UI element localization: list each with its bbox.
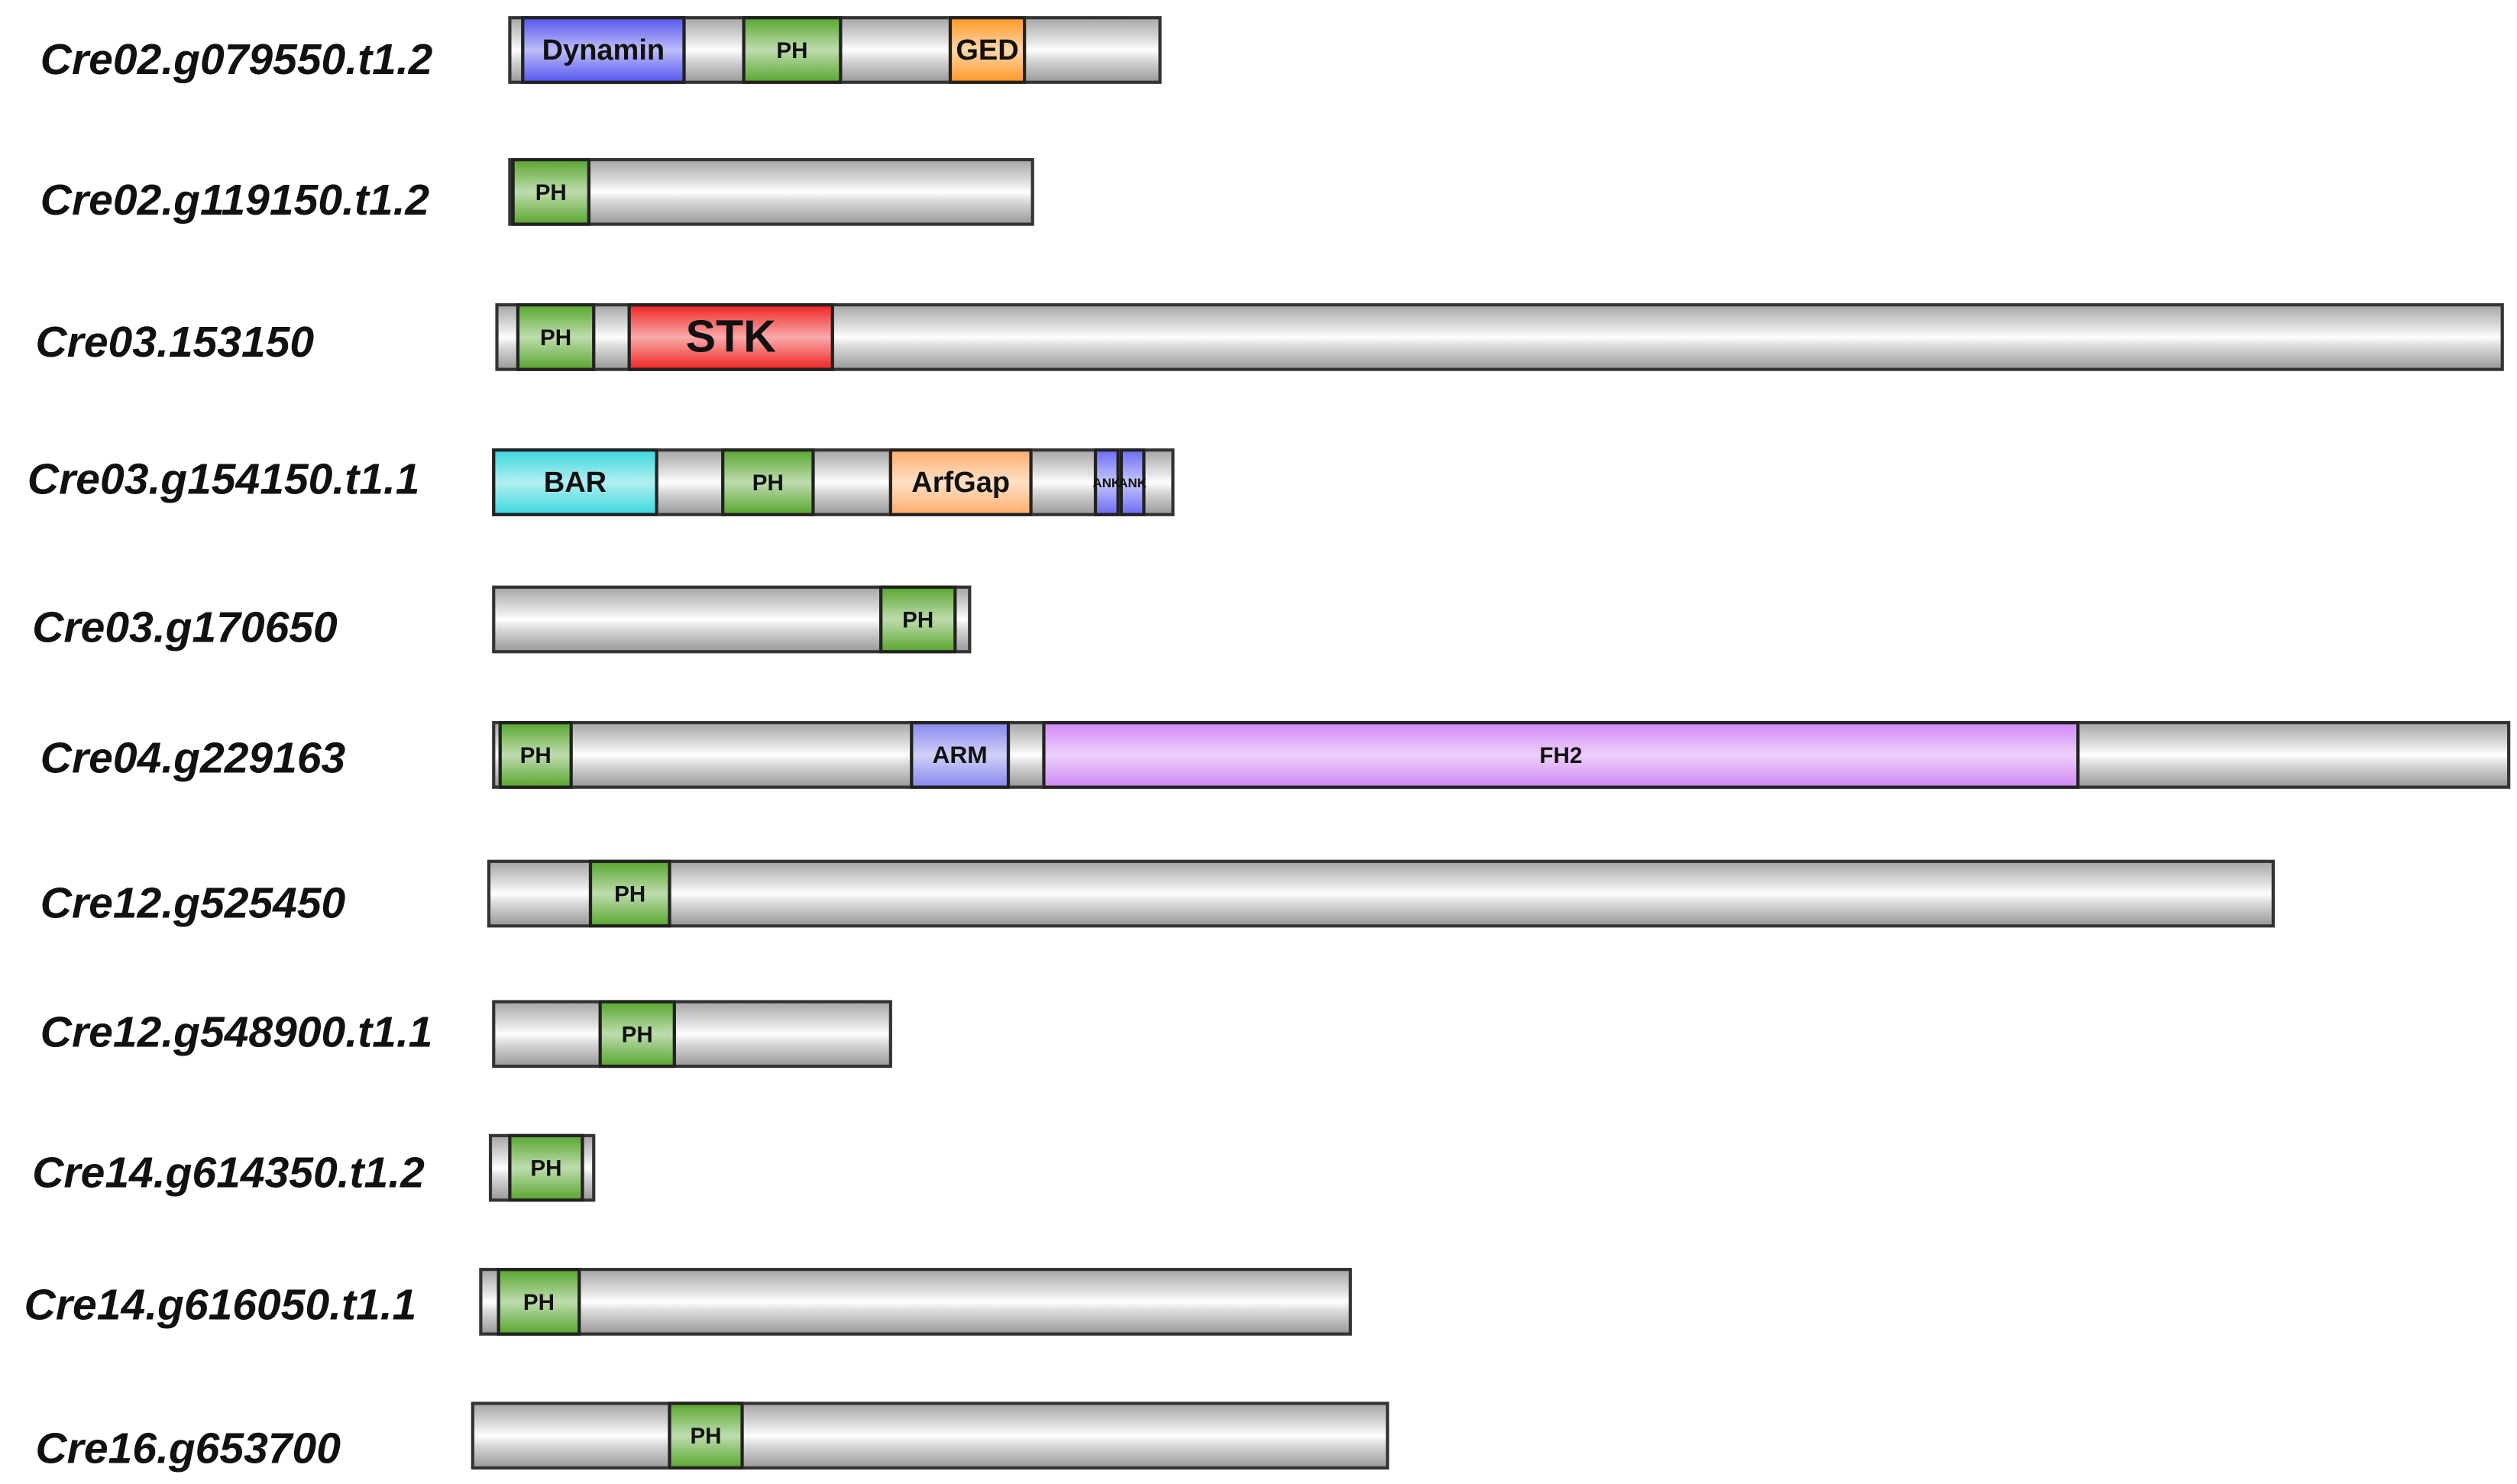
domain-ged: GED bbox=[948, 16, 1027, 84]
domain-ph: PH bbox=[497, 1268, 581, 1336]
protein-label: Cre02.g119150.t1.2 bbox=[40, 176, 430, 225]
domain-ph: PH bbox=[598, 1000, 676, 1069]
domain-fh2: FH2 bbox=[1042, 721, 2080, 789]
domain-ph: PH bbox=[742, 16, 843, 84]
protein-bar: PH bbox=[479, 1268, 1352, 1336]
protein-label: Cre03.g170650 bbox=[32, 603, 338, 652]
domain-ank: ANK bbox=[1093, 448, 1121, 516]
domain-ph: PH bbox=[588, 859, 671, 928]
protein-bar: PH ARM FH2 bbox=[492, 721, 2511, 789]
domain-ph: PH bbox=[879, 585, 957, 654]
protein-bar: Dynamin PH GED bbox=[508, 16, 1162, 84]
domain-bar: BAR bbox=[492, 448, 658, 516]
domain-ank: ANK bbox=[1118, 448, 1147, 516]
protein-label: Cre02.g079550.t1.2 bbox=[40, 35, 433, 84]
domain-ph: PH bbox=[721, 448, 815, 516]
protein-label: Cre03.153150 bbox=[35, 318, 315, 367]
protein-bar: PH bbox=[487, 859, 2275, 928]
protein-bar: PH bbox=[488, 1133, 596, 1202]
protein-bar: PH STK bbox=[495, 303, 2504, 371]
domain-stk: STK bbox=[627, 303, 834, 371]
protein-label: Cre04.g229163 bbox=[40, 733, 346, 783]
protein-label: Cre12.g525450 bbox=[40, 879, 346, 928]
domain-ph: PH bbox=[516, 303, 596, 371]
protein-bar: BAR PH ArfGap ANK ANK bbox=[492, 448, 1175, 516]
protein-bar: PH bbox=[508, 157, 1034, 226]
domain-arfgap: ArfGap bbox=[888, 448, 1033, 516]
domain-ph: PH bbox=[508, 1133, 584, 1202]
protein-label: Cre03.g154150.t1.1 bbox=[27, 454, 420, 503]
domain-ph: PH bbox=[498, 721, 573, 789]
protein-bar: PH bbox=[492, 1000, 892, 1069]
protein-label: Cre14.g616050.t1.1 bbox=[24, 1280, 417, 1330]
protein-label: Cre14.g614350.t1.2 bbox=[32, 1148, 425, 1198]
domain-dynamin: Dynamin bbox=[521, 16, 686, 84]
domain-ph: PH bbox=[511, 157, 590, 226]
protein-label: Cre12.g548900.t1.1 bbox=[40, 1008, 433, 1057]
protein-bar: PH bbox=[471, 1402, 1390, 1470]
domain-ph: PH bbox=[668, 1402, 744, 1470]
domain-arm: ARM bbox=[910, 721, 1011, 789]
protein-bar: PH bbox=[492, 585, 972, 654]
protein-label: Cre16.g653700 bbox=[35, 1424, 341, 1473]
